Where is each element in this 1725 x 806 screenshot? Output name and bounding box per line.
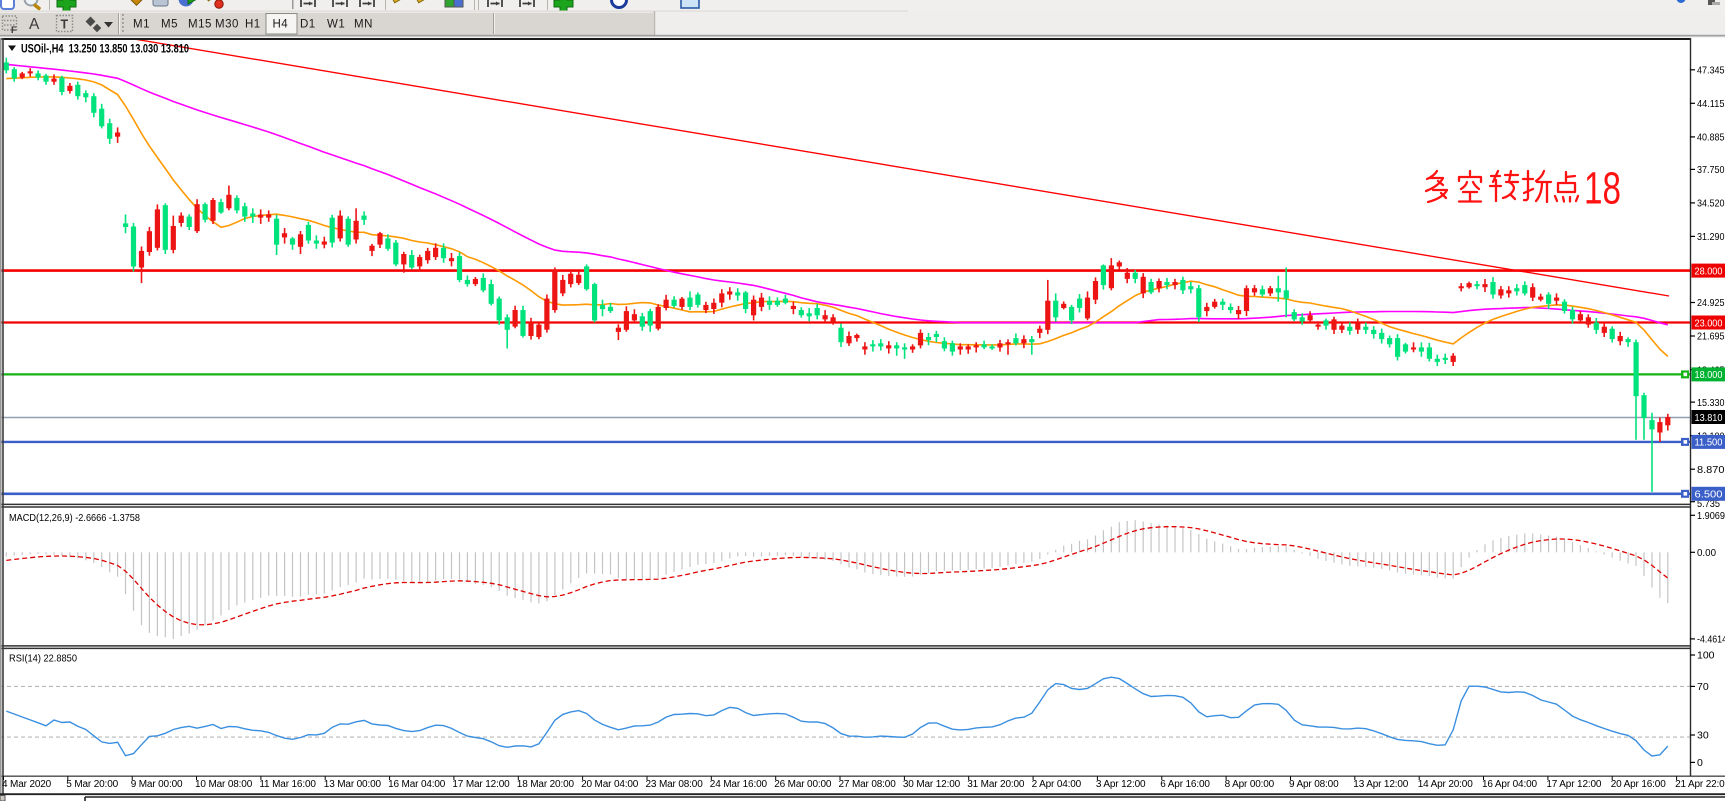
svg-text:-4.4614: -4.4614: [1697, 634, 1725, 646]
svg-text:13.810: 13.810: [1695, 412, 1723, 424]
svg-text:9 Apr 08:00: 9 Apr 08:00: [1289, 779, 1339, 790]
svg-text:20 Apr 16:00: 20 Apr 16:00: [1611, 779, 1667, 790]
svg-text:23.000: 23.000: [1695, 317, 1723, 329]
svg-text:44.115: 44.115: [1697, 98, 1725, 110]
svg-text:A: A: [29, 16, 40, 33]
svg-text:20 Mar 04:00: 20 Mar 04:00: [581, 779, 639, 790]
svg-text:11.500: 11.500: [1695, 437, 1723, 449]
svg-text:18: 18: [1584, 164, 1621, 214]
svg-text:28.000: 28.000: [1695, 265, 1723, 277]
svg-text:16 Apr 04:00: 16 Apr 04:00: [1482, 779, 1538, 790]
svg-text:18.000: 18.000: [1695, 369, 1723, 381]
svg-text:M5: M5: [161, 19, 178, 31]
svg-text:16 Mar 04:00: 16 Mar 04:00: [388, 779, 446, 790]
svg-text:H1: H1: [245, 19, 261, 31]
svg-text:30 Mar 12:00: 30 Mar 12:00: [903, 779, 961, 790]
svg-text:24.925: 24.925: [1697, 297, 1725, 309]
svg-text:8.870: 8.870: [1697, 464, 1725, 476]
svg-text:15.330: 15.330: [1697, 397, 1725, 409]
svg-text:8 Apr 00:00: 8 Apr 00:00: [1225, 779, 1275, 790]
svg-text:31.290: 31.290: [1697, 231, 1725, 243]
svg-text:T: T: [61, 18, 69, 32]
svg-text:40.885: 40.885: [1697, 132, 1725, 144]
svg-text:M30: M30: [215, 19, 239, 31]
svg-text:9 Mar 00:00: 9 Mar 00:00: [131, 779, 183, 790]
svg-text:W1: W1: [327, 19, 345, 31]
svg-text:MACD(12,26,9) -2.6666 -1.3758: MACD(12,26,9) -2.6666 -1.3758: [9, 512, 140, 524]
svg-text:11 Mar 16:00: 11 Mar 16:00: [259, 779, 316, 790]
svg-text:M15: M15: [188, 19, 212, 31]
svg-text:17 Apr 12:00: 17 Apr 12:00: [1546, 779, 1602, 790]
svg-text:30: 30: [1697, 730, 1709, 742]
svg-text:23 Mar 08:00: 23 Mar 08:00: [646, 779, 704, 790]
svg-text:24 Mar 16:00: 24 Mar 16:00: [710, 779, 768, 790]
svg-text:6 Apr 16:00: 6 Apr 16:00: [1160, 779, 1210, 790]
svg-text:47.345: 47.345: [1697, 65, 1725, 77]
svg-text:6.500: 6.500: [1695, 489, 1723, 501]
svg-text:21.695: 21.695: [1697, 331, 1725, 343]
svg-text:21 Apr 22:00: 21 Apr 22:00: [1675, 779, 1725, 790]
svg-text:34.520: 34.520: [1697, 198, 1725, 210]
svg-text:10 Mar 08:00: 10 Mar 08:00: [195, 779, 253, 790]
svg-text:MN: MN: [354, 19, 373, 31]
svg-text:17 Mar 12:00: 17 Mar 12:00: [452, 779, 510, 790]
svg-text:4 Mar 2020: 4 Mar 2020: [2, 779, 52, 790]
svg-text:14 Apr 20:00: 14 Apr 20:00: [1418, 779, 1474, 790]
svg-text:27 Mar 08:00: 27 Mar 08:00: [839, 779, 897, 790]
svg-text:0.00: 0.00: [1697, 547, 1716, 559]
svg-text:2 Apr 04:00: 2 Apr 04:00: [1032, 779, 1082, 790]
svg-text:H4: H4: [273, 19, 289, 31]
svg-text:31 Mar 20:00: 31 Mar 20:00: [967, 779, 1025, 790]
svg-text:13 Mar 00:00: 13 Mar 00:00: [324, 779, 382, 790]
svg-text:70: 70: [1697, 681, 1709, 693]
svg-text:26 Mar 00:00: 26 Mar 00:00: [774, 779, 832, 790]
svg-text:RSI(14) 22.8850: RSI(14) 22.8850: [9, 653, 77, 665]
svg-text:M1: M1: [133, 19, 150, 31]
svg-text:100: 100: [1697, 650, 1715, 662]
svg-text:37.750: 37.750: [1697, 164, 1725, 176]
svg-text:D1: D1: [300, 19, 316, 31]
svg-text:1.9069: 1.9069: [1697, 510, 1725, 522]
svg-text:5 Mar 20:00: 5 Mar 20:00: [66, 779, 118, 790]
svg-text:USOil-,H4 13.250 13.850 13.03: USOil-,H4 13.250 13.850 13.030 13.810: [21, 43, 189, 55]
svg-text:18 Mar 20:00: 18 Mar 20:00: [517, 779, 575, 790]
svg-text:3 Apr 12:00: 3 Apr 12:00: [1096, 779, 1146, 790]
svg-text:13 Apr 12:00: 13 Apr 12:00: [1353, 779, 1409, 790]
svg-text:0: 0: [1697, 757, 1703, 769]
svg-text:F: F: [11, 25, 17, 35]
